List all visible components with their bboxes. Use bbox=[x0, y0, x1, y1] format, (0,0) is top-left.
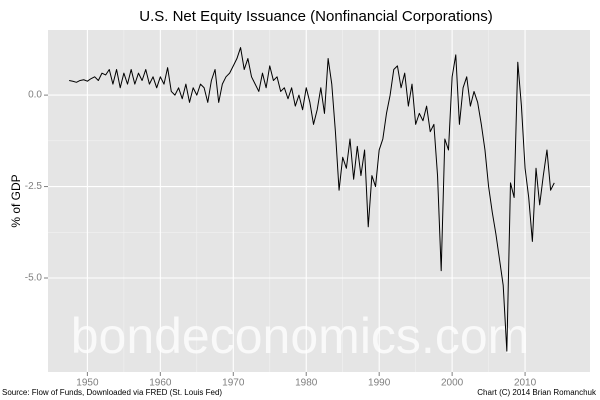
y-tick-label: 0.0 bbox=[28, 90, 42, 101]
source-note: Source: Flow of Funds, Downloaded via FR… bbox=[2, 388, 222, 397]
watermark: bondeconomics.com bbox=[71, 308, 530, 364]
x-tick-label: 1980 bbox=[295, 378, 318, 389]
y-tick-label: -2.5 bbox=[25, 181, 43, 192]
x-tick-label: 1960 bbox=[149, 378, 172, 389]
x-tick-label: 2000 bbox=[441, 378, 464, 389]
x-tick-label: 2010 bbox=[514, 378, 537, 389]
y-tick-label: -5.0 bbox=[25, 273, 43, 284]
chart-title: U.S. Net Equity Issuance (Nonfinancial C… bbox=[139, 8, 493, 25]
x-tick-label: 1970 bbox=[222, 378, 245, 389]
grid bbox=[48, 30, 590, 372]
x-tick-label: 1950 bbox=[76, 378, 99, 389]
plot-panel bbox=[48, 30, 590, 372]
plot bbox=[69, 47, 555, 352]
credit-note: Chart (C) 2014 Brian Romanchuk bbox=[477, 388, 597, 397]
data-line bbox=[69, 47, 555, 352]
y-axis-label: % of GDP bbox=[9, 174, 23, 227]
x-tick-label: 1990 bbox=[368, 378, 391, 389]
